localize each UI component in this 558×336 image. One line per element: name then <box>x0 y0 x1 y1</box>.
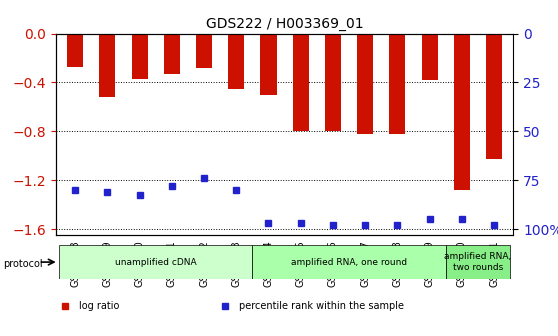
Text: amplified RNA,
two rounds: amplified RNA, two rounds <box>444 252 512 272</box>
Bar <box>163 34 180 74</box>
Bar <box>325 34 341 131</box>
Title: GDS222 / H003369_01: GDS222 / H003369_01 <box>206 17 363 31</box>
Bar <box>261 34 277 95</box>
Bar <box>486 34 502 160</box>
Bar <box>132 34 148 79</box>
Text: percentile rank within the sample: percentile rank within the sample <box>239 301 404 311</box>
Bar <box>99 34 116 97</box>
FancyBboxPatch shape <box>59 245 252 279</box>
Bar <box>421 34 437 80</box>
Bar <box>357 34 373 134</box>
Bar <box>389 34 406 134</box>
Text: protocol: protocol <box>3 259 42 269</box>
Bar <box>196 34 212 68</box>
FancyBboxPatch shape <box>446 245 510 279</box>
Text: log ratio: log ratio <box>79 301 119 311</box>
Text: amplified RNA, one round: amplified RNA, one round <box>291 258 407 266</box>
Text: unamplified cDNA: unamplified cDNA <box>115 258 196 266</box>
Bar <box>292 34 309 131</box>
Bar <box>228 34 244 89</box>
FancyBboxPatch shape <box>252 245 446 279</box>
Bar <box>67 34 83 67</box>
Bar <box>454 34 470 190</box>
